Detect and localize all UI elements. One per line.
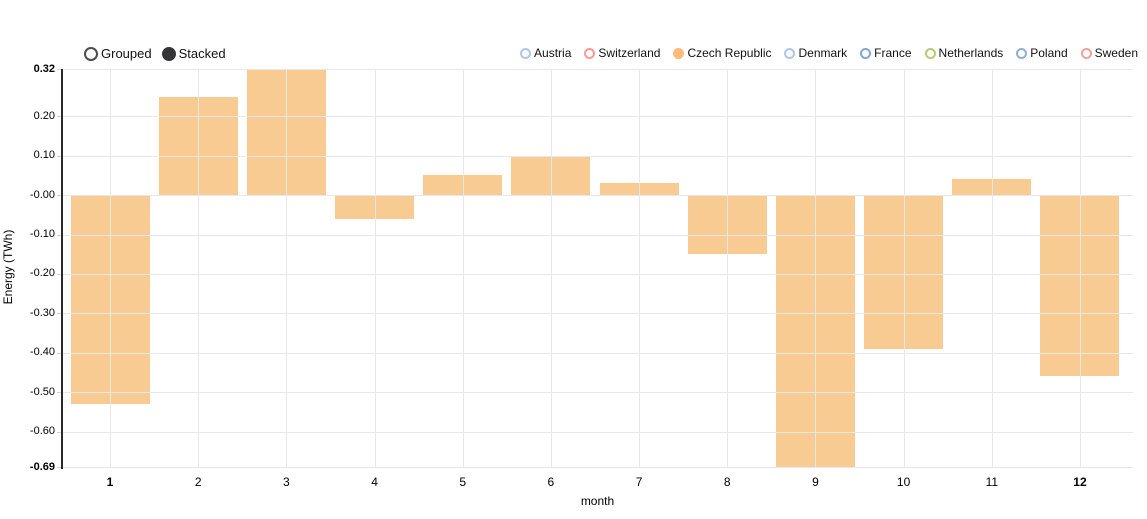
x-gridline <box>110 69 111 467</box>
y-gridline <box>62 313 1133 315</box>
x-tick-label: 9 <box>812 475 819 489</box>
legend-item-netherlands[interactable]: Netherlands <box>924 46 1004 60</box>
y-gridline <box>62 467 1133 468</box>
y-tick-label: -0.30 <box>29 306 55 319</box>
y-tick-label: -0.50 <box>29 385 55 398</box>
legend-item-label[interactable]: Sweden <box>1094 46 1138 60</box>
legend-item-switzerland[interactable]: Switzerland <box>584 46 660 60</box>
x-gridline <box>374 69 376 467</box>
y-gridline <box>62 352 1133 354</box>
y-tick-mark <box>57 352 62 354</box>
legend-item-austria[interactable]: Austria <box>520 46 571 60</box>
y-tick-label: -0.00 <box>29 188 55 201</box>
x-tick-label: 8 <box>723 475 731 489</box>
legend-circle-icon[interactable] <box>784 47 796 59</box>
stacked-radio[interactable]: Stacked <box>161 46 226 61</box>
bar-mode-controls: Grouped Stacked <box>84 46 226 61</box>
series-legend: Austria Switzerland Czech Republic Denmark F… <box>520 46 1138 60</box>
x-tick-label: 12 <box>1073 475 1087 489</box>
x-gridline <box>903 69 905 467</box>
y-tick-label: -0.40 <box>29 346 55 359</box>
x-tick-label: 7 <box>635 475 643 489</box>
legend-circle-icon[interactable] <box>1080 47 1092 59</box>
y-tick-mark <box>57 313 62 315</box>
grouped-radio[interactable]: Grouped <box>84 46 152 61</box>
x-tick-label: 4 <box>371 475 378 489</box>
legend-item-label[interactable]: Denmark <box>798 46 848 60</box>
y-tick-label: -0.20 <box>29 267 55 280</box>
legend-circle-icon[interactable] <box>924 47 936 59</box>
y-gridline <box>62 155 1133 157</box>
x-tick-label: 11 <box>985 475 999 489</box>
y-axis-line <box>61 69 63 469</box>
y-gridline <box>62 195 1133 197</box>
x-axis-title: month <box>580 494 615 508</box>
y-tick-mark <box>57 234 62 236</box>
legend-circle-icon[interactable] <box>673 47 685 59</box>
x-tick-label: 1 <box>106 475 114 489</box>
legend-item-label[interactable]: Czech Republic <box>687 46 772 60</box>
x-gridline <box>550 69 552 467</box>
y-tick-label: 0.32 <box>33 62 55 75</box>
y-gridline <box>62 431 1133 433</box>
y-tick-label: 0.20 <box>33 109 55 122</box>
y-gridline <box>62 392 1133 394</box>
legend-item-label[interactable]: Netherlands <box>938 46 1004 60</box>
y-tick-label: -0.69 <box>29 460 55 473</box>
legend-item-france[interactable]: France <box>860 46 912 60</box>
y-gridline <box>62 234 1133 236</box>
legend-item-poland[interactable]: Poland <box>1016 46 1068 60</box>
x-gridline <box>462 69 464 467</box>
legend-circle-icon[interactable] <box>584 47 596 59</box>
legend-item-label[interactable]: France <box>874 46 912 60</box>
y-tick-mark <box>57 431 62 433</box>
y-tick-mark <box>57 273 62 275</box>
y-tick-mark <box>57 69 62 70</box>
x-tick-label: 2 <box>194 475 202 489</box>
y-gridline <box>62 69 1133 70</box>
legend-circle-icon[interactable] <box>860 47 872 59</box>
x-gridline <box>815 69 817 467</box>
x-tick-label: 10 <box>896 475 911 489</box>
legend-item-sweden[interactable]: Sweden <box>1080 46 1138 60</box>
y-tick-mark <box>57 392 62 394</box>
y-tick-mark <box>57 467 62 468</box>
radio-circle-icon[interactable] <box>84 46 98 61</box>
x-gridline <box>198 69 200 467</box>
x-gridline <box>991 69 993 467</box>
radio-circle-icon[interactable] <box>161 46 176 61</box>
x-gridline <box>1079 69 1081 467</box>
legend-item-label[interactable]: Poland <box>1030 46 1068 60</box>
x-tick-label: 3 <box>283 475 290 489</box>
legend-item-label[interactable]: Austria <box>534 46 572 60</box>
grouped-radio-label[interactable]: Grouped <box>101 46 152 61</box>
y-gridline <box>62 116 1133 118</box>
x-gridline <box>286 69 288 467</box>
x-tick-label: 5 <box>459 475 467 489</box>
y-tick-mark <box>57 195 62 197</box>
y-gridline <box>62 273 1133 275</box>
x-tick-label: 6 <box>547 475 555 489</box>
y-tick-label: 0.10 <box>33 149 55 162</box>
y-tick-label: -0.10 <box>29 228 55 240</box>
x-gridline <box>727 69 729 467</box>
y-tick-label: -0.60 <box>29 425 55 438</box>
stacked-radio-label[interactable]: Stacked <box>178 46 226 61</box>
legend-item-czech-republic[interactable]: Czech Republic <box>673 46 771 60</box>
legend-circle-icon[interactable] <box>1016 47 1028 59</box>
y-tick-mark <box>57 155 62 157</box>
x-gridline <box>639 69 641 467</box>
legend-item-label[interactable]: Switzerland <box>598 46 661 60</box>
legend-circle-icon[interactable] <box>520 47 532 59</box>
legend-item-denmark[interactable]: Denmark <box>784 46 847 60</box>
y-tick-mark <box>57 116 62 118</box>
